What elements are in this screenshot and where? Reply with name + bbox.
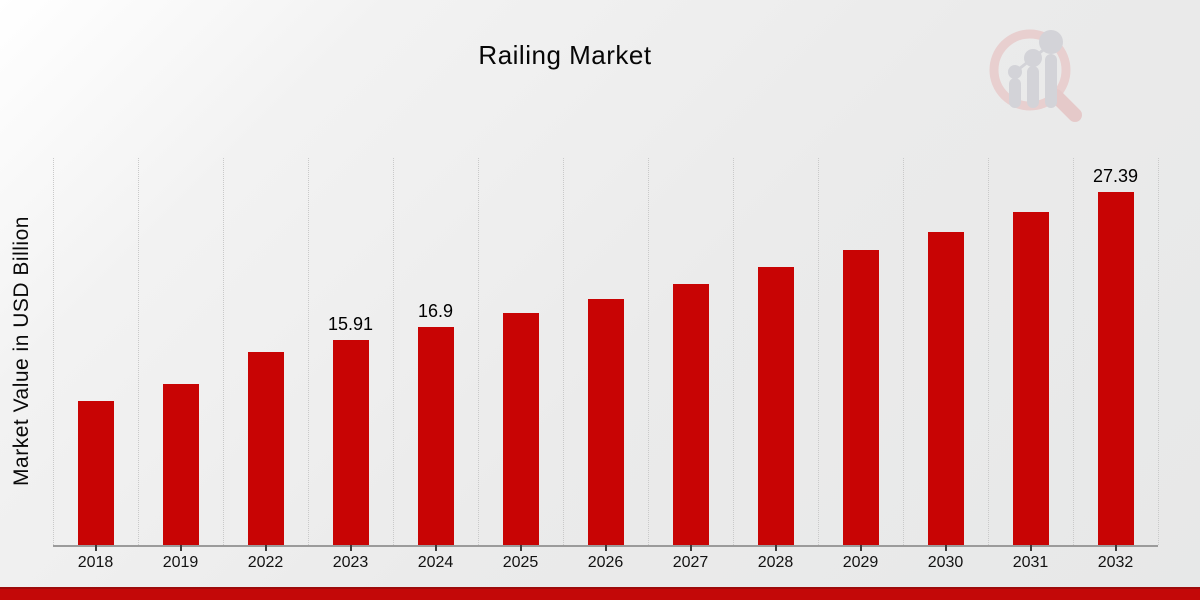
bar-2032 [1097,191,1134,545]
magnifier-bar-chart-logo-icon [989,29,1082,122]
x-axis-tick [179,545,182,551]
bar-2027 [672,283,709,545]
x-axis-tick [349,545,352,551]
vertical-gridline [1072,158,1074,545]
bar-2024 [417,327,454,545]
x-axis-tick [434,545,437,551]
x-axis-tick [604,545,607,551]
vertical-gridline [392,158,394,545]
plot-area: 2018 2019 2022 15.91 2023 16.9 2024 2025 2026 202… [52,158,1159,571]
bar-2018 [77,400,114,545]
x-tick-label-2019: 2019 [162,554,199,571]
vertical-gridline [1157,158,1159,545]
vertical-gridline [52,158,54,545]
x-axis-tick [774,545,777,551]
x-tick-label-2023: 2023 [332,554,369,571]
bar-2028 [757,267,794,545]
x-tick-label-2026: 2026 [587,554,624,571]
x-axis-tick [944,545,947,551]
bar-2030 [927,231,964,545]
bar-2025 [502,313,539,545]
bar-value-label-2032: 27.39 [1092,165,1139,186]
bar-2029 [842,250,879,545]
vertical-gridline [477,158,479,545]
bar-value-label-2023: 15.91 [327,313,374,334]
x-tick-label-2029: 2029 [842,554,879,571]
vertical-gridline [902,158,904,545]
x-tick-label-2030: 2030 [927,554,964,571]
y-axis-label: Market Value in USD Billion [10,216,33,486]
x-axis-tick [859,545,862,551]
x-tick-label-2025: 2025 [502,554,539,571]
x-tick-label-2018: 2018 [77,554,114,571]
vertical-gridline [987,158,989,545]
bar-2023 [332,339,369,545]
bar-2031 [1012,212,1049,545]
bar-2019 [162,383,199,545]
x-axis-tick [264,545,267,551]
bar-value-label-2024: 16.9 [417,300,454,321]
x-tick-label-2022: 2022 [247,554,284,571]
vertical-gridline [307,158,309,545]
x-axis-tick [689,545,692,551]
vertical-gridline [222,158,224,545]
x-tick-label-2032: 2032 [1097,554,1134,571]
vertical-gridline [137,158,139,545]
vertical-gridline [817,158,819,545]
x-tick-label-2024: 2024 [417,554,454,571]
x-axis-tick [94,545,97,551]
x-axis-tick [1114,545,1117,551]
x-axis-tick [519,545,522,551]
bar-2022 [247,351,284,545]
footer-accent-bar [0,587,1200,600]
x-axis-tick [1029,545,1032,551]
vertical-gridline [732,158,734,545]
x-tick-label-2028: 2028 [757,554,794,571]
x-tick-label-2031: 2031 [1012,554,1049,571]
chart-title: Railing Market [478,40,652,70]
vertical-gridline [562,158,564,545]
x-tick-label-2027: 2027 [672,554,709,571]
vertical-gridline [647,158,649,545]
bar-2026 [587,299,624,545]
